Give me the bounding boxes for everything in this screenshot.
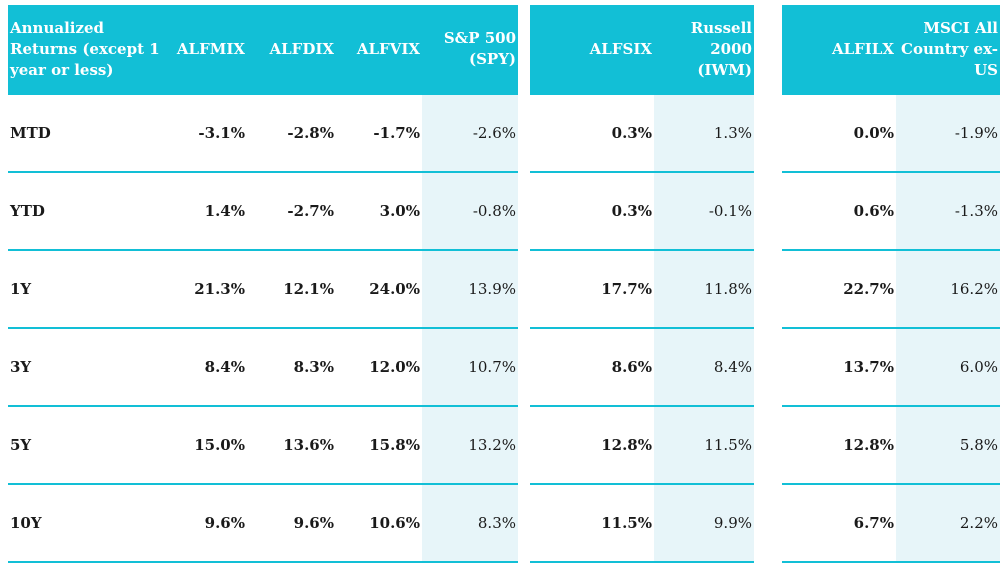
table-cell: 12.0% xyxy=(336,328,422,407)
table-cell: 9.6% xyxy=(247,484,336,563)
table-cell: 8.3% xyxy=(247,328,336,407)
table-cell: 0.3% xyxy=(530,93,654,173)
table-cell: 15.0% xyxy=(163,406,247,485)
col-header-sp500: S&P 500 (SPY) xyxy=(422,5,518,94)
header-row: ALFSIX Russell 2000 (IWM) xyxy=(530,5,754,94)
table-cell: 1.4% xyxy=(163,172,247,251)
table-row: 0.3% -0.1% xyxy=(530,172,754,251)
table-cell: 6.7% xyxy=(782,484,896,563)
col-header-russell-2000: Russell 2000 (IWM) xyxy=(654,5,754,94)
table-row: 11.5% 9.9% xyxy=(530,484,754,563)
table-cell: 12.1% xyxy=(247,250,336,329)
table-row: 17.7% 11.8% xyxy=(530,250,754,329)
table-row: 1Y 21.3% 12.1% 24.0% 13.9% xyxy=(8,250,518,329)
table-cell: -0.8% xyxy=(422,172,518,251)
table-row: YTD 1.4% -2.7% 3.0% -0.8% xyxy=(8,172,518,251)
table-cell: 21.3% xyxy=(163,250,247,329)
table-cell: 6.0% xyxy=(896,328,1000,407)
col-header-msci-acwi-ex-us: MSCI All Country ex-US xyxy=(896,5,1000,94)
table-cell: 1.3% xyxy=(654,93,754,173)
table-cell: 15.8% xyxy=(336,406,422,485)
col-header-alfsix: ALFSIX xyxy=(530,5,654,94)
table-row: 12.8% 5.8% xyxy=(782,406,1000,485)
col-header-alfmix: ALFMIX xyxy=(163,5,247,94)
table-row: 13.7% 6.0% xyxy=(782,328,1000,407)
table-row: 3Y 8.4% 8.3% 12.0% 10.7% xyxy=(8,328,518,407)
header-row: ALFILX MSCI All Country ex-US xyxy=(782,5,1000,94)
table-cell: -3.1% xyxy=(163,93,247,173)
table-cell: 12.8% xyxy=(782,406,896,485)
table-cell: -1.3% xyxy=(896,172,1000,251)
table-cell: -2.6% xyxy=(422,93,518,173)
row-label: 10Y xyxy=(8,484,163,563)
table-row: 5Y 15.0% 13.6% 15.8% 13.2% xyxy=(8,406,518,485)
header-row: Annualized Returns (except 1 year or les… xyxy=(8,5,518,94)
table-cell: 24.0% xyxy=(336,250,422,329)
table-cell: 10.6% xyxy=(336,484,422,563)
table-cell: 10.7% xyxy=(422,328,518,407)
table-cell: 13.7% xyxy=(782,328,896,407)
table-cell: -2.8% xyxy=(247,93,336,173)
table-row: 12.8% 11.5% xyxy=(530,406,754,485)
table-row: 22.7% 16.2% xyxy=(782,250,1000,329)
table-cell: -1.7% xyxy=(336,93,422,173)
row-header-label: Annualized Returns (except 1 year or les… xyxy=(8,5,163,94)
row-label: MTD xyxy=(8,93,163,173)
returns-table-small-cap: ALFSIX Russell 2000 (IWM) 0.3% 1.3% 0.3%… xyxy=(530,5,754,563)
table-cell: 11.5% xyxy=(654,406,754,485)
table-row: MTD -3.1% -2.8% -1.7% -2.6% xyxy=(8,93,518,173)
col-header-alfilx: ALFILX xyxy=(782,5,896,94)
table-cell: 9.6% xyxy=(163,484,247,563)
table-cell: 22.7% xyxy=(782,250,896,329)
table-cell: 13.6% xyxy=(247,406,336,485)
table-cell: 0.6% xyxy=(782,172,896,251)
table-cell: 0.3% xyxy=(530,172,654,251)
table-row: 0.3% 1.3% xyxy=(530,93,754,173)
table-row: 8.6% 8.4% xyxy=(530,328,754,407)
row-label: YTD xyxy=(8,172,163,251)
table-cell: 8.6% xyxy=(530,328,654,407)
table-row: 10Y 9.6% 9.6% 10.6% 8.3% xyxy=(8,484,518,563)
returns-table-international: ALFILX MSCI All Country ex-US 0.0% -1.9%… xyxy=(782,5,1000,563)
table-cell: 12.8% xyxy=(530,406,654,485)
table-cell: -0.1% xyxy=(654,172,754,251)
table-cell: 8.3% xyxy=(422,484,518,563)
table-cell: 17.7% xyxy=(530,250,654,329)
table-cell: 8.4% xyxy=(654,328,754,407)
table-row: 6.7% 2.2% xyxy=(782,484,1000,563)
table-cell: 3.0% xyxy=(336,172,422,251)
table-cell: 2.2% xyxy=(896,484,1000,563)
row-label: 3Y xyxy=(8,328,163,407)
col-header-alfdix: ALFDIX xyxy=(247,5,336,94)
table-cell: -2.7% xyxy=(247,172,336,251)
table-cell: -1.9% xyxy=(896,93,1000,173)
table-cell: 13.9% xyxy=(422,250,518,329)
table-cell: 8.4% xyxy=(163,328,247,407)
table-cell: 5.8% xyxy=(896,406,1000,485)
row-label: 5Y xyxy=(8,406,163,485)
table-row: 0.0% -1.9% xyxy=(782,93,1000,173)
col-header-alfvix: ALFVIX xyxy=(336,5,422,94)
table-row: 0.6% -1.3% xyxy=(782,172,1000,251)
table-cell: 0.0% xyxy=(782,93,896,173)
returns-table-main: Annualized Returns (except 1 year or les… xyxy=(8,5,518,563)
table-cell: 13.2% xyxy=(422,406,518,485)
table-cell: 16.2% xyxy=(896,250,1000,329)
table-cell: 9.9% xyxy=(654,484,754,563)
table-cell: 11.8% xyxy=(654,250,754,329)
row-label: 1Y xyxy=(8,250,163,329)
table-cell: 11.5% xyxy=(530,484,654,563)
